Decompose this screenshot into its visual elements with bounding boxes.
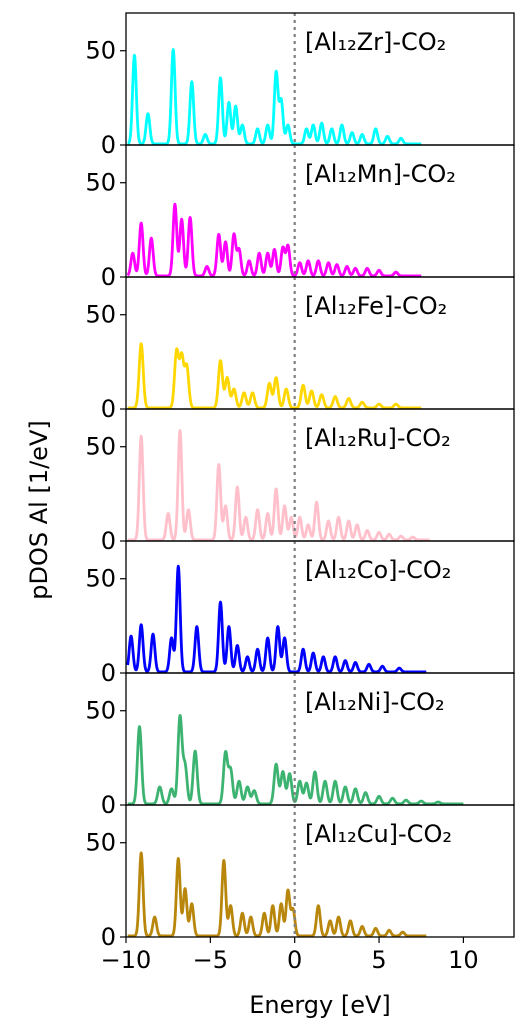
y-tick-label: 0 <box>101 263 116 291</box>
y-tick-label: 50 <box>85 301 116 329</box>
panel-3: 0 50 [Al₁₂Fe]-CO₂ <box>85 276 515 423</box>
pdos-curve <box>126 429 431 542</box>
x-tick-labels: −10 −5 0 5 10 <box>101 946 479 974</box>
y-tick-label: 50 <box>85 433 116 461</box>
axes-frame <box>125 804 515 938</box>
panel-7: 0 50 [Al₁₂Cu]-CO₂ <box>85 804 515 951</box>
panel-title: [Al₁₂Fe]-CO₂ <box>305 292 447 320</box>
panel-2: 0 50 [Al₁₂Mn]-CO₂ <box>85 144 515 291</box>
x-tick-label: 0 <box>287 946 302 974</box>
panel-title: [Al₁₂Mn]-CO₂ <box>305 160 456 188</box>
panel-5: 0 50 [Al₁₂Co]-CO₂ <box>85 540 515 687</box>
x-tick-label: −10 <box>101 946 152 974</box>
pdos-curve <box>126 48 423 146</box>
y-tick-label: 50 <box>85 565 116 593</box>
y-tick-label: 0 <box>101 791 116 819</box>
y-tick-label: 0 <box>101 659 116 687</box>
y-tick-label: 50 <box>85 697 116 725</box>
y-tick-label: 50 <box>85 37 116 65</box>
panel-4: 0 50 [Al₁₂Ru]-CO₂ <box>85 408 515 555</box>
x-tick-label: 10 <box>448 946 479 974</box>
y-tick-label: 0 <box>101 527 116 555</box>
panel-title: [Al₁₂Co]-CO₂ <box>305 556 451 584</box>
pdos-curve <box>126 564 428 674</box>
y-tick-label: 0 <box>101 923 116 951</box>
y-axis-label: pDOS Al [1/eV] <box>25 420 53 599</box>
x-tick-label: 5 <box>371 946 386 974</box>
panel-1: 0 50 [Al₁₂Zr]-CO₂ <box>85 12 515 159</box>
panel-title: [Al₁₂Ni]-CO₂ <box>305 688 445 716</box>
pdos-curve <box>126 851 428 938</box>
panel-6: 0 50 [Al₁₂Ni]-CO₂ <box>85 672 515 819</box>
y-tick-label: 0 <box>101 131 116 159</box>
x-axis-label: Energy [eV] <box>249 991 391 1019</box>
pdos-curve <box>126 202 423 278</box>
panel-title: [Al₁₂Cu]-CO₂ <box>305 820 452 848</box>
pdos-curve <box>126 342 423 410</box>
x-tick-label: −5 <box>193 946 228 974</box>
y-tick-label: 0 <box>101 395 116 423</box>
y-tick-label: 50 <box>85 169 116 197</box>
panel-title: [Al₁₂Ru]-CO₂ <box>305 424 451 452</box>
y-tick-label: 50 <box>85 829 116 857</box>
panel-title: [Al₁₂Zr]-CO₂ <box>305 28 446 56</box>
